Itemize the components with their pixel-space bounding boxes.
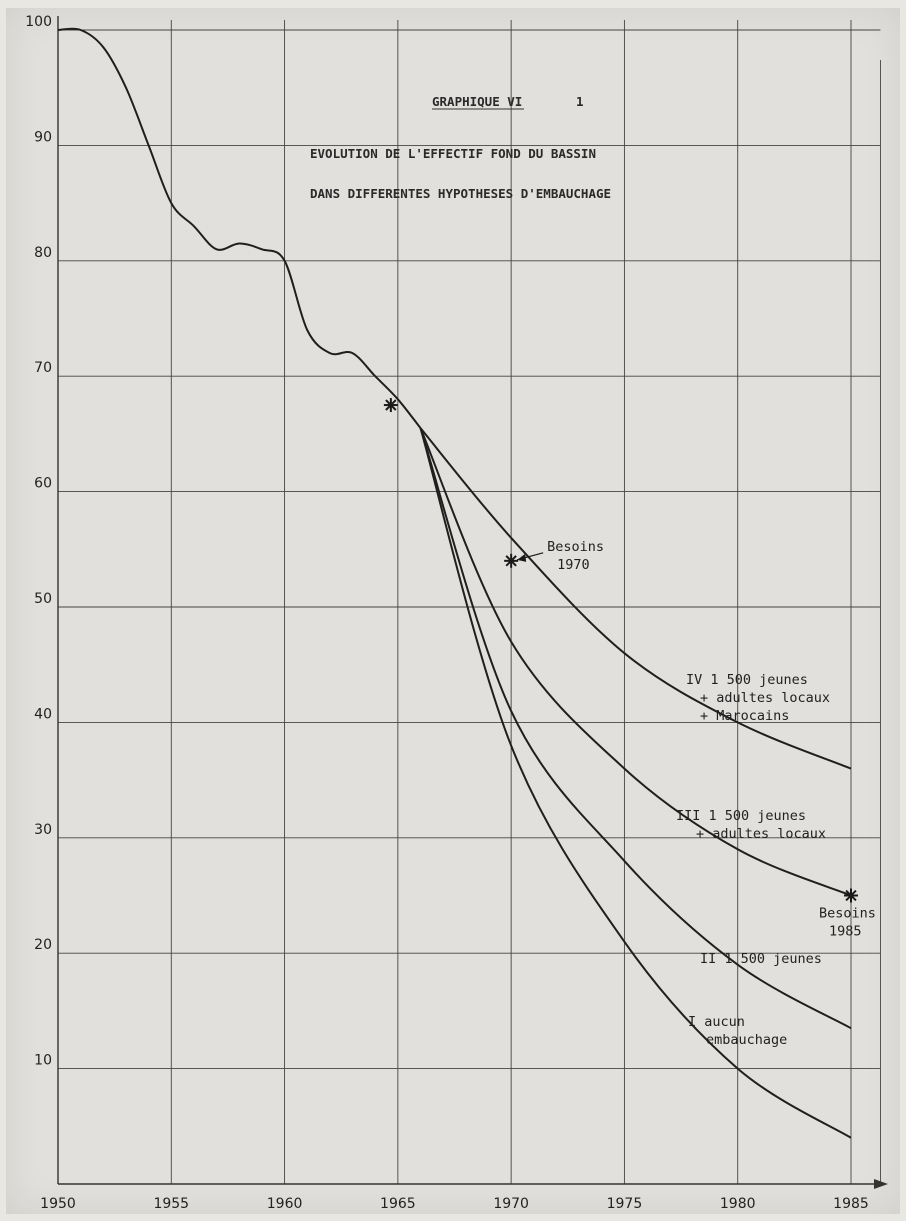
y-tick-label-30: 30 — [34, 822, 52, 838]
chart-subtitle-line1: EVOLUTION DE L'EFFECTIF FOND DU BASSIN — [310, 146, 596, 161]
besoins-marker-icon-1965 — [383, 398, 398, 413]
y-tick-label-60: 60 — [34, 476, 52, 492]
series-labels: IV 1 500 jeunes + adultes locaux + Marocai… — [676, 672, 830, 1048]
besoins-label-1970-line2: 1970 — [557, 557, 590, 573]
besoins-arrow-icon-1970 — [517, 553, 527, 562]
x-axis-arrow-icon — [874, 1179, 888, 1189]
series-line-II — [419, 427, 852, 1030]
series-label-III-line1: III 1 500 jeunes — [676, 808, 806, 824]
series-label-III-line2: + adultes locaux — [696, 826, 826, 842]
x-tick-label-1975: 1975 — [607, 1196, 643, 1212]
y-tick-label-100: 100 — [25, 14, 52, 30]
chart-title-block: GRAPHIQUE VI 1 EVOLUTION DE L'EFFECTIF F… — [310, 94, 611, 201]
series-label-II-line1: II 1 500 jeunes — [700, 951, 822, 967]
x-tick-label-1985: 1985 — [833, 1196, 869, 1212]
besoins-markers: Besoins 1970 Besoins 1985 — [383, 398, 876, 940]
x-tick-label-1980: 1980 — [720, 1196, 756, 1212]
besoins-marker-icon-1985 — [844, 888, 858, 903]
series-label-I-line1: I aucun — [688, 1014, 745, 1030]
series-line-I — [419, 427, 852, 1139]
besoins-marker-icon-1970 — [504, 553, 519, 568]
series-label-IV-line3: + Marocains — [700, 708, 789, 724]
y-tick-label-20: 20 — [34, 937, 52, 953]
series-label-I-line2: embauchage — [706, 1032, 787, 1048]
x-tick-label-1950: 1950 — [40, 1196, 76, 1212]
besoins-label-1970-line1: Besoins — [547, 539, 604, 555]
series-lines — [57, 27, 852, 1139]
y-tick-label-80: 80 — [34, 245, 52, 261]
x-tick-label-1955: 1955 — [153, 1196, 189, 1212]
x-tick-label-1960: 1960 — [267, 1196, 303, 1212]
besoins-label-1985-line2: 1985 — [829, 924, 862, 940]
scanned-page: GRAPHIQUE VI 1 EVOLUTION DE L'EFFECTIF F… — [6, 8, 900, 1214]
chart-title-number: 1 — [576, 94, 584, 109]
y-tick-label-70: 70 — [34, 360, 52, 376]
series-label-IV-line2: + adultes locaux — [700, 690, 830, 706]
chart-subtitle-line2: DANS DIFFERENTES HYPOTHESES D'EMBAUCHAGE — [310, 186, 611, 201]
series-line-III — [419, 427, 852, 897]
y-tick-label-90: 90 — [34, 129, 52, 145]
besoins-label-1985-line1: Besoins — [819, 906, 876, 922]
x-tick-label-1970: 1970 — [493, 1196, 529, 1212]
y-tick-label-10: 10 — [34, 1053, 52, 1069]
tick-labels: 1950 1955 1960 1965 1970 1975 1980 1985 10 20 30 40… — [25, 14, 869, 1212]
y-tick-label-50: 50 — [34, 591, 52, 607]
axes — [57, 16, 888, 1189]
series-label-IV-line1: IV 1 500 jeunes — [686, 672, 808, 688]
grid — [58, 20, 881, 1184]
y-tick-label-40: 40 — [34, 706, 52, 722]
historical-line — [57, 27, 422, 429]
series-line-IV — [419, 427, 852, 770]
x-tick-label-1965: 1965 — [380, 1196, 416, 1212]
chart-title: GRAPHIQUE VI — [432, 94, 522, 109]
line-chart: GRAPHIQUE VI 1 EVOLUTION DE L'EFFECTIF F… — [25, 14, 888, 1212]
